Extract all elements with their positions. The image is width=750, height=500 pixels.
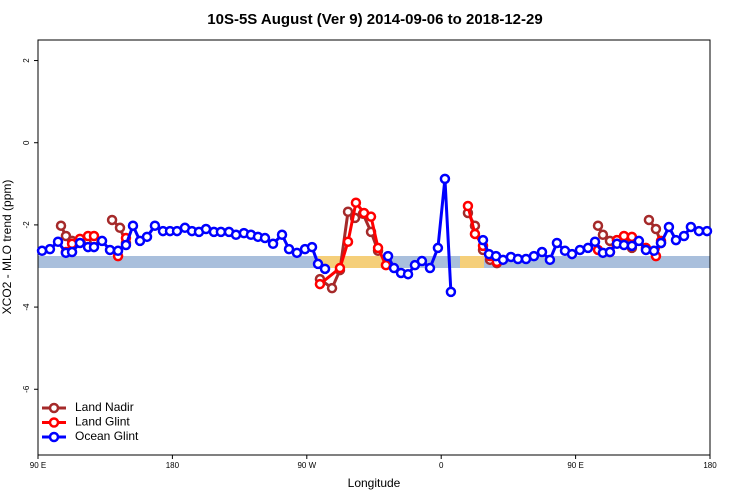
data-point [55,220,67,231]
data-point [439,173,451,185]
data-point [574,244,586,256]
y-tick-label: -6 [22,385,31,393]
legend-marker [48,402,60,414]
y-axis-label: XCO2 - MLO trend (ppm) [0,180,14,315]
data-point [544,254,556,266]
data-point [678,230,690,242]
map-land [460,256,484,268]
data-point [283,243,295,255]
data-point [388,262,400,274]
data-point [267,238,279,250]
data-point [566,248,578,260]
data-point [96,235,108,247]
x-tick-label: 90 E [567,461,583,470]
x-tick-label: 180 [703,461,717,470]
data-point [382,250,394,262]
x-tick-label: 0 [439,461,444,470]
data-point [685,221,697,233]
data-point [648,245,660,257]
data-point [626,240,638,252]
data-point [291,247,303,259]
data-point [670,234,682,246]
data-point [462,200,474,212]
data-point [104,244,116,256]
chart-title: 10S-5S August (Ver 9) 2014-09-06 to 2018… [207,11,542,28]
data-point [528,250,540,262]
data-point [52,236,64,247]
data-point [106,214,118,226]
data-point [604,246,616,258]
data-point [342,236,354,247]
data-point [334,262,346,274]
data-point [536,246,548,258]
data-point [701,225,713,237]
data-point [306,241,318,253]
y-tick-label: 2 [22,58,31,63]
data-point [424,262,436,274]
x-tick-label: 180 [166,461,180,470]
data-point [319,263,331,275]
data-point [650,223,662,235]
data-point [582,242,594,254]
data-point [655,237,667,249]
data-point [326,282,338,294]
data-point [693,225,705,237]
data-point [342,206,354,218]
y-tick-label: -4 [22,303,31,311]
data-point [314,278,326,290]
data-point [312,258,324,270]
data-point [469,228,481,240]
legend-label: Land Glint [75,415,130,429]
x-tick-label: 90 E [30,461,46,470]
legend-label: Land Nadir [75,400,134,414]
data-point [445,286,457,298]
data-point [402,268,414,280]
data-point [74,237,86,249]
data-point [276,229,288,241]
x-tick-label: 90 W [297,461,316,470]
y-tick-label: -2 [22,221,31,229]
legend-marker [48,431,60,443]
data-point [141,231,153,243]
legend-label: Ocean Glint [75,429,139,443]
data-point [643,214,655,226]
data-point [350,197,362,208]
data-point [592,220,604,231]
data-point [44,243,56,255]
data-point [66,246,78,258]
data-point [380,259,392,271]
data-point [120,239,132,251]
data-point [215,226,227,238]
data-point [597,229,609,241]
data-point [663,221,675,233]
data-point [127,220,139,231]
data-point [416,255,428,267]
data-point [259,232,271,244]
data-point [551,237,563,249]
data-point [589,236,601,247]
x-axis-label: Longitude [348,476,401,490]
data-point [114,222,126,234]
data-point [365,211,377,222]
data-point [432,242,444,254]
legend-marker [48,417,60,428]
data-point [512,253,524,265]
data-point [112,245,124,257]
data-point [88,230,100,242]
data-point [149,220,161,231]
data-point [372,242,384,254]
data-point [633,235,645,247]
y-tick-label: 0 [22,140,31,145]
data-point [477,234,489,246]
data-point [640,244,652,256]
data-point [88,241,100,253]
